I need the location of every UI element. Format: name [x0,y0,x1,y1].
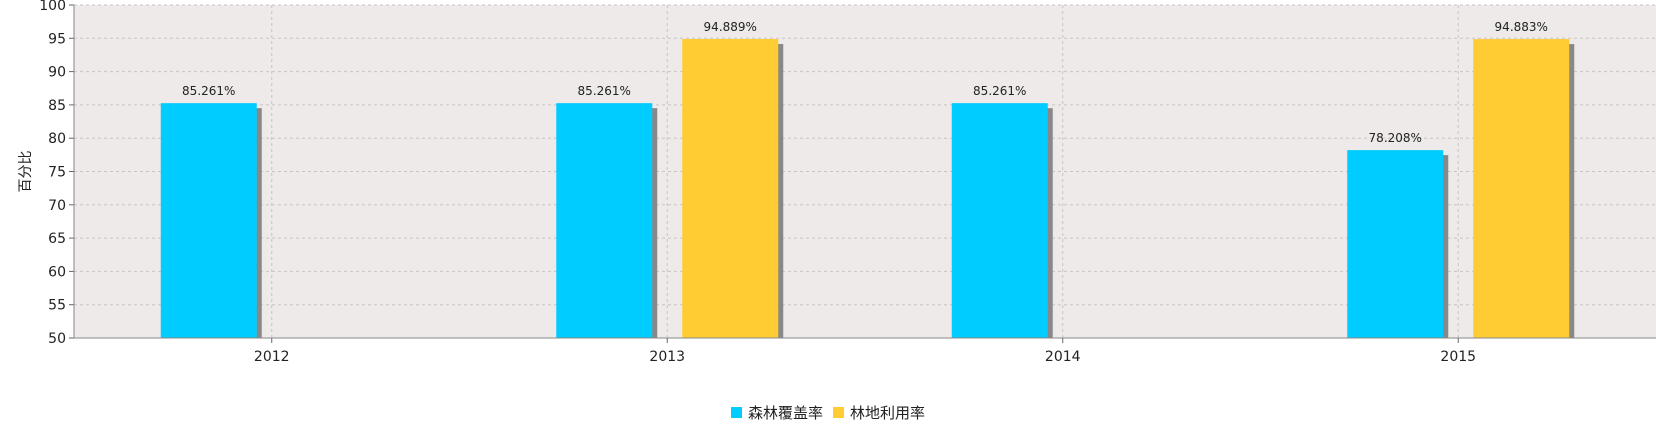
data-label: 85.261% [578,84,631,98]
bars: 85.261% 85.261% 85.261% 78.208% 94.889% 94.88… [160,20,1575,339]
data-label: 85.261% [973,84,1026,98]
y-axis-label: 百分比 [18,151,34,193]
legend-swatch-forest-coverage [730,406,742,418]
data-label: 85.261% [182,84,235,98]
y-tick-label: 100 [39,0,66,14]
x-tick-label: 2012 [254,349,290,365]
legend: 森林覆盖率 林地利用率 [0,402,1656,422]
y-tick-label: 90 [48,65,66,81]
legend-label-forestland-utilization: 林地利用率 [850,403,926,422]
data-label: 94.889% [704,20,757,34]
gridlines [74,4,1656,338]
bar-forestland-utilization-2015[interactable] [1473,39,1570,338]
legend-item-forestland-utilization[interactable]: 林地利用率 [833,402,925,423]
data-label: 94.883% [1495,20,1548,34]
x-tick-label: 2013 [649,349,685,365]
x-tick-label: 2015 [1440,349,1476,365]
bar-forest-coverage-2014[interactable] [951,103,1048,338]
legend-label-forest-coverage: 森林覆盖率 [747,403,823,422]
y-tick-label: 65 [48,231,66,247]
bar-forest-coverage-2012[interactable] [160,103,257,338]
axes: 50 55 60 65 70 75 80 85 90 95 100 2012 2013 2014 2015 [39,0,1656,365]
legend-swatch-forestland-utilization [833,406,844,418]
y-tick-label: 50 [48,331,66,347]
x-tick-label: 2014 [1045,349,1081,365]
bar-forest-coverage-2013[interactable] [556,103,653,338]
y-tick-label: 60 [48,264,66,280]
y-tick-label: 95 [48,31,66,47]
y-tick-label: 85 [48,98,66,114]
y-tick-label: 80 [48,131,66,147]
legend-item-forest-coverage[interactable]: 森林覆盖率 [730,402,823,423]
bar-forest-coverage-2015[interactable] [1347,150,1444,338]
bar-forestland-utilization-2013[interactable] [682,39,779,339]
y-tick-label: 55 [48,298,66,314]
y-tick-label: 70 [48,198,66,214]
data-label: 78.208% [1369,131,1422,145]
y-tick-label: 75 [48,165,66,181]
